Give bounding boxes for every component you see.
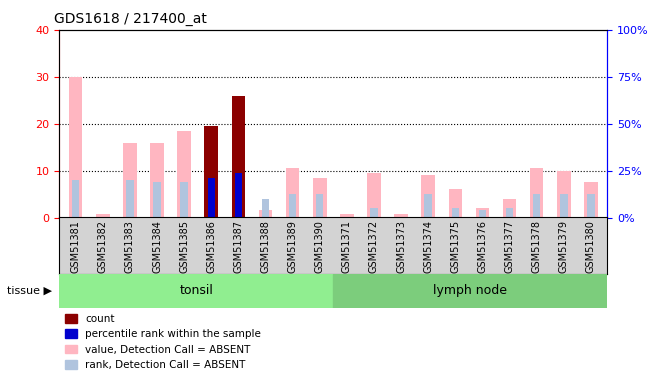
Text: lymph node: lymph node xyxy=(433,284,508,297)
Bar xyxy=(367,173,381,217)
Bar xyxy=(153,182,161,218)
Bar xyxy=(150,142,164,218)
Text: GSM51389: GSM51389 xyxy=(288,220,298,273)
Bar xyxy=(232,173,245,217)
Bar xyxy=(126,180,133,218)
Bar xyxy=(232,96,245,218)
Text: GSM51380: GSM51380 xyxy=(586,220,596,273)
Bar xyxy=(205,126,218,218)
Bar xyxy=(313,178,327,218)
Bar xyxy=(262,199,269,217)
Bar xyxy=(207,203,215,217)
Legend: count, percentile rank within the sample, value, Detection Call = ABSENT, rank, : count, percentile rank within the sample… xyxy=(65,314,261,370)
Bar xyxy=(178,131,191,218)
Bar xyxy=(478,210,486,218)
Text: GSM51378: GSM51378 xyxy=(532,220,542,273)
Bar xyxy=(333,274,607,308)
Text: GSM51374: GSM51374 xyxy=(423,220,433,273)
Bar xyxy=(503,199,516,217)
Text: GSM51381: GSM51381 xyxy=(71,220,81,273)
Text: GSM51375: GSM51375 xyxy=(450,220,460,273)
Bar xyxy=(205,126,218,218)
Bar xyxy=(235,173,242,217)
Bar xyxy=(72,180,79,218)
Bar xyxy=(180,182,188,218)
Bar xyxy=(340,214,354,217)
Text: GSM51390: GSM51390 xyxy=(315,220,325,273)
Text: GSM51387: GSM51387 xyxy=(234,220,244,273)
Bar xyxy=(96,214,110,217)
Text: GSM51386: GSM51386 xyxy=(207,220,216,273)
Bar xyxy=(476,208,489,218)
Bar xyxy=(557,171,571,217)
Bar xyxy=(316,194,323,217)
Bar xyxy=(59,274,333,308)
Bar xyxy=(422,176,435,217)
Bar xyxy=(449,189,462,217)
Bar xyxy=(207,178,215,218)
Text: GSM51376: GSM51376 xyxy=(477,220,488,273)
Bar xyxy=(394,214,408,217)
Bar xyxy=(259,210,273,218)
Text: GSM51372: GSM51372 xyxy=(369,220,379,273)
Bar xyxy=(530,168,543,217)
Text: GSM51371: GSM51371 xyxy=(342,220,352,273)
Text: GSM51383: GSM51383 xyxy=(125,220,135,273)
Bar xyxy=(584,182,598,218)
Bar xyxy=(560,194,568,217)
Bar xyxy=(69,77,82,218)
Bar xyxy=(370,208,378,218)
Bar xyxy=(451,208,459,218)
Bar xyxy=(286,168,300,217)
Text: GSM51384: GSM51384 xyxy=(152,220,162,273)
Bar xyxy=(587,194,595,217)
Bar xyxy=(123,142,137,218)
Bar xyxy=(424,194,432,217)
Text: GSM51382: GSM51382 xyxy=(98,220,108,273)
Text: tissue ▶: tissue ▶ xyxy=(7,286,51,296)
Bar xyxy=(506,208,513,218)
Text: GSM51377: GSM51377 xyxy=(505,220,515,273)
Bar xyxy=(533,194,541,217)
Text: GSM51373: GSM51373 xyxy=(396,220,406,273)
Text: GSM51379: GSM51379 xyxy=(559,220,569,273)
Text: GSM51385: GSM51385 xyxy=(179,220,189,273)
Text: GDS1618 / 217400_at: GDS1618 / 217400_at xyxy=(54,12,207,26)
Text: tonsil: tonsil xyxy=(180,284,213,297)
Text: GSM51388: GSM51388 xyxy=(261,220,271,273)
Bar xyxy=(289,194,296,217)
